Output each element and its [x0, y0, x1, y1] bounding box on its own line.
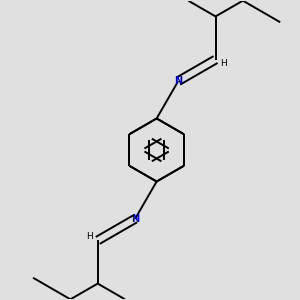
Text: N: N	[131, 214, 139, 224]
Text: H: H	[86, 232, 93, 241]
Text: H: H	[220, 59, 227, 68]
Text: N: N	[174, 76, 182, 86]
